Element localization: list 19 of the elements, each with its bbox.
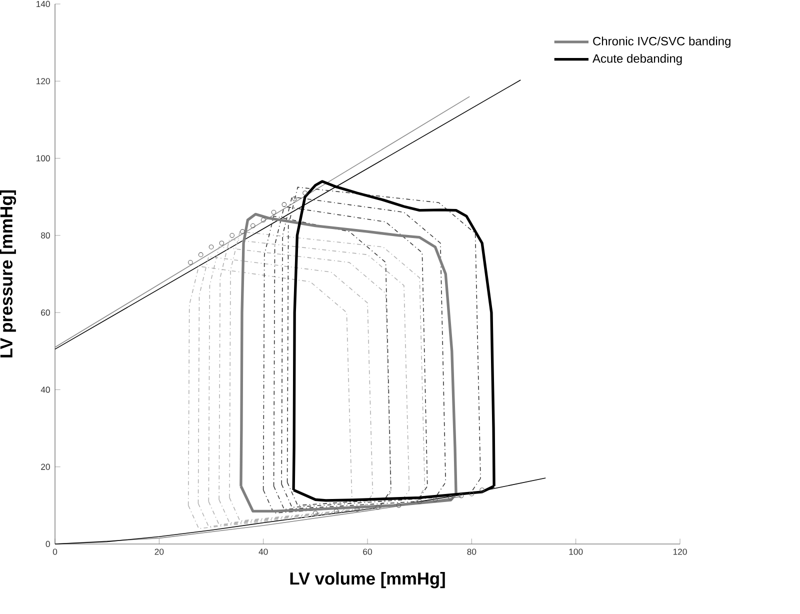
y-tick-label: 0 [46,540,50,548]
y-tick-label: 40 [40,386,50,393]
x-tick-label: 0 [52,548,58,555]
y-tick-label: 140 [36,0,50,8]
x-tick-label: 20 [154,548,164,555]
x-tick-label: 60 [363,548,372,555]
x-axis-title: LV volume [mmHg] [290,572,445,588]
y-axis-title: LV pressure [mmHg] [0,190,16,358]
legend-label: Chronic IVC/SVC banding [593,36,730,48]
x-tick-label: 100 [569,548,583,555]
y-tick-label: 60 [41,310,50,316]
y-tick-label: 80 [41,232,50,238]
legend-label: Acute debanding [592,54,682,66]
x-tick-label: 80 [467,548,476,555]
y-tick-label: 100 [36,155,50,162]
x-tick-label: 120 [673,548,687,555]
y-tick-label: 20 [41,464,50,470]
x-tick-label: 40 [258,548,268,555]
y-tick-label: 120 [36,78,50,84]
